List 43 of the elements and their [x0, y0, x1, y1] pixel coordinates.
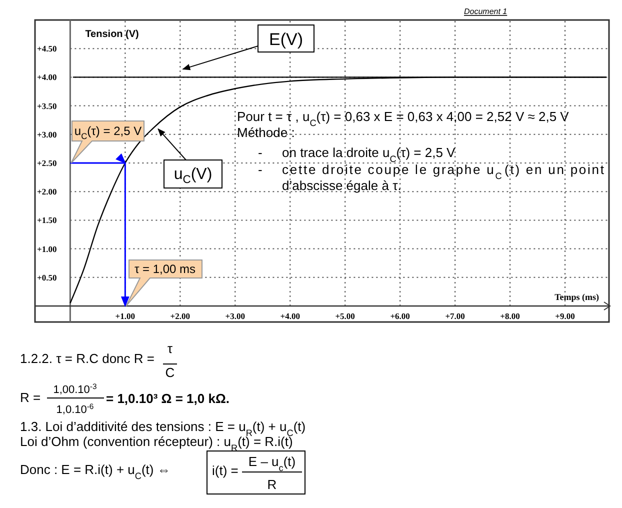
annotation: τ = 1,00 ms: [134, 262, 196, 276]
y-tick-label: +1.50: [37, 215, 57, 226]
y-tick-label: +1.00: [37, 244, 57, 254]
text: τ: [167, 341, 174, 356]
x-tick-label: +6.00: [390, 311, 410, 321]
annotation: cette droite coupe le graphe u$_{C}$(t) en un point: [282, 162, 604, 181]
x-tick-label: +3.00: [225, 311, 245, 321]
annotation: d’abscisse égale à τ.: [282, 178, 402, 193]
text: R =: [20, 390, 41, 405]
y-axis-title: Tension (V): [85, 29, 139, 40]
text: 1,00.10$^{-3}$: [53, 382, 97, 396]
x-tick-label: +2.00: [170, 311, 190, 321]
annotation: on trace la droite u$_{C}$(τ) = 2,5 V: [282, 145, 456, 164]
y-tick-label: +4.50: [37, 44, 57, 54]
annotation: Pour t = τ , u$_{C}$(τ) = 0,63 x E = 0,63 x 4,00 = 2,52 V ≈ 2,5 V: [237, 109, 570, 128]
x-tick-label: +1.00: [115, 311, 136, 321]
text: i(t) =: [212, 463, 238, 478]
x-tick-label: +4.00: [280, 311, 300, 321]
y-tick-label: +3.50: [37, 100, 57, 111]
y-tick-label: +2.00: [37, 186, 57, 197]
x-tick-label: +9.00: [555, 311, 575, 321]
y-tick-label: +2.50: [37, 158, 57, 168]
annotation: -: [258, 145, 262, 160]
text: 1.2.2. τ = R.C donc R =: [20, 351, 154, 366]
x-axis-title: Temps (ms): [554, 292, 599, 302]
annotation: u$_{C}$(τ) = 2,5 V: [74, 124, 142, 141]
y-tick-label: +4.00: [37, 72, 57, 82]
text: = 1,0.10³ Ω = 1,0 kΩ.: [106, 391, 230, 406]
y-tick-label: +3.00: [37, 129, 57, 140]
text: Document 1: [464, 7, 508, 16]
series-label: E(V): [269, 30, 303, 48]
text: E – u$_{c}$(t): [248, 454, 296, 473]
x-tick-label: +5.00: [335, 311, 355, 321]
x-tick-label: +8.00: [500, 311, 520, 321]
y-tick-label: +0.50: [37, 272, 57, 282]
text: C: [165, 365, 175, 380]
annotation: -: [258, 162, 262, 177]
legend-label: u$_{C}$(V): [174, 166, 212, 186]
text: 1,0.10$^{-6}$: [56, 402, 94, 416]
x-tick-label: +7.00: [445, 311, 465, 321]
text: R: [267, 477, 277, 492]
annotation: Méthode :: [237, 125, 295, 140]
text: Donc : E = R.i(t) + u$_{C}$(t) ⇔: [20, 462, 170, 481]
